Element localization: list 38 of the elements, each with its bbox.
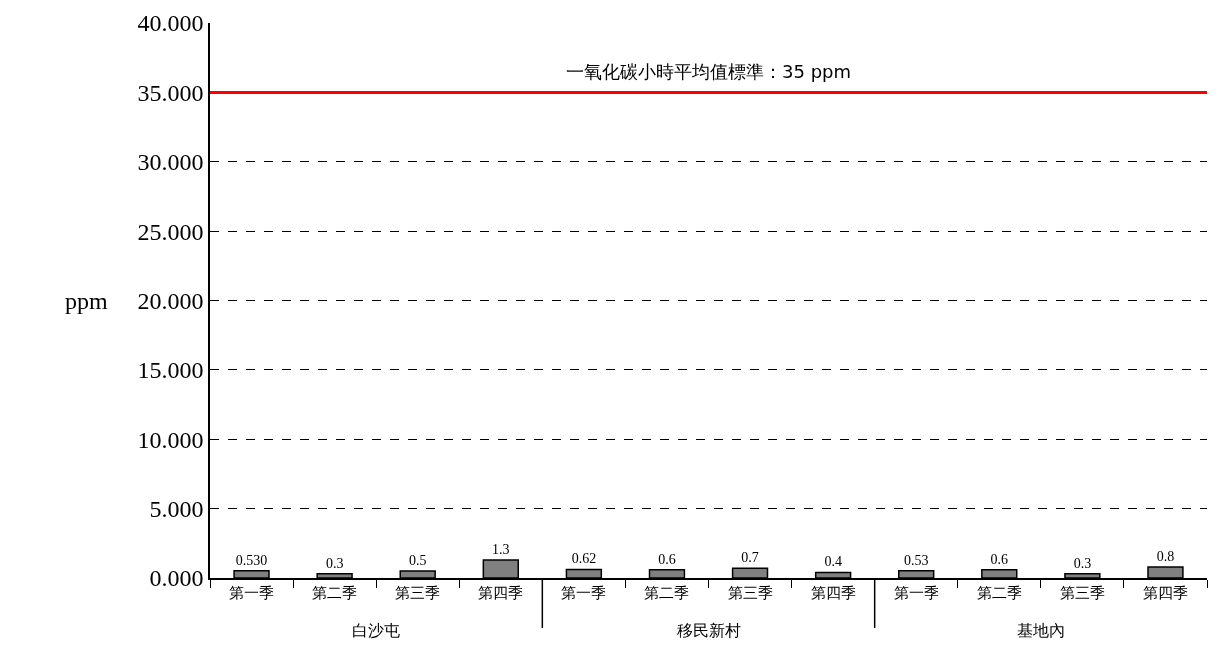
y-tick-label: 5.000 — [149, 496, 204, 523]
y-axis-title: ppm — [65, 288, 108, 314]
text: 移民新村 — [677, 622, 741, 639]
y-tick-label: 15.000 — [137, 357, 204, 384]
x-tick-label: 第二季 — [312, 584, 358, 601]
x-tick-label: 第四季 — [1142, 584, 1188, 601]
data-label: 0.3 — [325, 555, 344, 571]
x-tick-label: 第三季 — [395, 584, 441, 601]
x-tick-label: 第一季 — [893, 584, 939, 601]
data-label: 0.6 — [658, 551, 676, 567]
x-tick-label: 第二季 — [976, 584, 1022, 601]
data-label: 0.3 — [1073, 555, 1092, 571]
text: 白沙屯 — [352, 622, 400, 639]
y-tick-label: 25.000 — [137, 218, 204, 245]
x-tick-label: 第三季 — [1059, 584, 1105, 601]
y-tick-label: 10.000 — [137, 426, 204, 453]
x-tick-label: 第一季 — [229, 584, 275, 601]
data-label: 0.8 — [1156, 548, 1175, 564]
data-label: 0.62 — [571, 551, 597, 567]
x-tick-label: 第二季 — [644, 584, 690, 601]
x-tick-label: 第四季 — [810, 584, 856, 601]
y-tick-label: 0.000 — [149, 565, 204, 592]
x-tick-label: 第四季 — [478, 584, 524, 601]
y-tick-label: 40.000 — [137, 10, 204, 37]
y-tick-label: 20.000 — [137, 287, 204, 314]
data-label: 1.3 — [492, 541, 510, 557]
x-tick-label: 第一季 — [561, 584, 607, 601]
data-label: 0.7 — [741, 550, 759, 566]
data-label: 0.6 — [990, 551, 1009, 567]
x-tick-label: 第三季 — [727, 584, 773, 601]
text: 基地內 — [1017, 622, 1065, 639]
y-tick-label: 35.000 — [137, 79, 204, 106]
data-label: 0.4 — [824, 554, 842, 570]
y-tick-label: 30.000 — [137, 149, 204, 176]
data-label: 0.530 — [235, 552, 268, 568]
data-label: 0.53 — [903, 552, 929, 568]
data-label: 0.5 — [408, 553, 427, 569]
ref-line-label: 一氧化碳小時平均值標準：35 ppm — [566, 61, 852, 82]
